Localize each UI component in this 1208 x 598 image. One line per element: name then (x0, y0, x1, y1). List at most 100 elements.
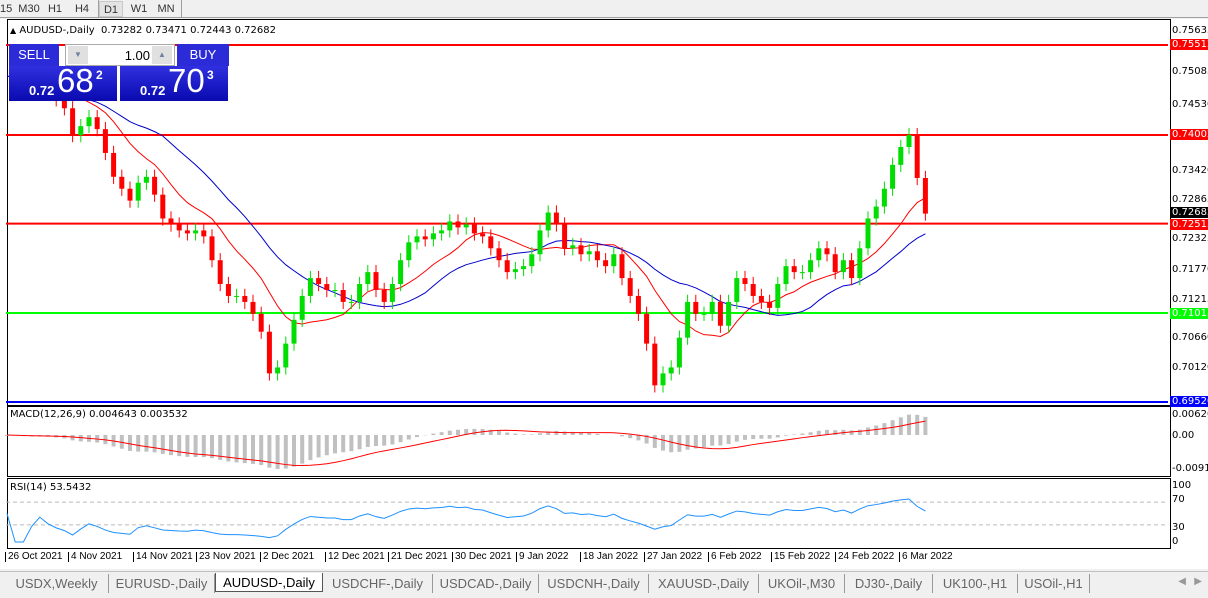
price-tick: 0.75635 (1172, 25, 1208, 36)
decrease-lot-icon[interactable]: ▼ (68, 46, 88, 64)
macd-histogram-bar (751, 435, 756, 440)
candle-body (808, 260, 814, 273)
macd-histogram-bar (693, 435, 698, 449)
tab-xauusd[interactable]: XAUUSD-,Daily (649, 574, 759, 593)
macd-pane[interactable] (7, 406, 1171, 477)
increase-lot-icon[interactable]: ▲ (152, 46, 172, 64)
chart-title: ▲ AUDUSD-,Daily 0.73282 0.73471 0.72443 … (10, 25, 276, 36)
timeframe-h4[interactable]: H4 (74, 3, 90, 15)
chart-window[interactable] (0, 19, 1208, 549)
candle-body (775, 284, 781, 308)
rsi-line (6, 498, 926, 543)
buy-button[interactable]: BUY (177, 44, 229, 66)
macd-histogram-bar (308, 435, 313, 461)
symbol-period: AUDUSD-,Daily (19, 25, 95, 36)
tab-ukoil[interactable]: UKOil-,M30 (759, 574, 845, 593)
level-tag: 0.75512 (1170, 39, 1208, 50)
date-tick: 2 Dec 2021 (260, 552, 314, 562)
macd-histogram-bar (800, 433, 805, 435)
macd-histogram-bar (78, 435, 83, 442)
macd-histogram-bar (718, 435, 723, 446)
candle-body (324, 284, 330, 290)
timeframe-h1[interactable]: H1 (47, 3, 63, 15)
sell-price[interactable]: 0.72 68 2 (9, 62, 117, 101)
date-tick: 27 Jan 2022 (644, 552, 702, 562)
tab-usdcnh[interactable]: USDCNH-,Daily (539, 574, 649, 593)
macd-tick: 0.00 (1172, 430, 1195, 441)
candle-body (660, 373, 666, 386)
tab-dj30[interactable]: DJ30-,Daily (845, 574, 933, 593)
macd-histogram-bar (759, 435, 764, 439)
date-tick: 15 Feb 2022 (771, 552, 830, 562)
candle-body (701, 313, 707, 315)
scroll-left-icon[interactable]: ◀ (1178, 576, 1186, 587)
collapse-arrow-icon[interactable]: ▲ (10, 26, 17, 35)
timeframe-m15[interactable]: 15 (0, 3, 13, 15)
macd-histogram-bar (406, 435, 411, 440)
candle-body (922, 177, 928, 214)
scroll-right-icon[interactable]: ▶ (1194, 576, 1202, 587)
timeframe-w1[interactable]: W1 (130, 3, 148, 15)
candle-body (471, 224, 477, 234)
divider (98, 0, 99, 18)
buy-price[interactable]: 0.72 70 3 (120, 62, 228, 101)
macd-histogram-bar (816, 430, 821, 435)
tab-usdx[interactable]: USDX,Weekly (5, 574, 109, 593)
candle-body (562, 224, 568, 249)
current-price-tag: 0.72682 (1170, 207, 1208, 218)
candle-body (734, 278, 740, 302)
candle-body (586, 251, 592, 255)
date-tick: 9 Jan 2022 (516, 552, 569, 562)
macd-histogram-bar (365, 435, 370, 448)
macd-histogram-bar (857, 429, 862, 435)
date-tick: 30 Dec 2021 (452, 552, 512, 562)
candle-body (906, 135, 912, 148)
macd-histogram-bar (784, 435, 788, 436)
timeframe-m30[interactable]: M30 (18, 3, 40, 15)
tab-scroll-arrows[interactable]: ◀ ▶ (1178, 576, 1202, 587)
macd-histogram-bar (177, 435, 182, 457)
tab-usdcad[interactable]: USDCAD-,Daily (433, 574, 539, 593)
timeframe-toolbar: 15 M30 H1 H4 D1 W1 MN (0, 0, 1208, 18)
candle-body (61, 99, 67, 109)
candle-body (381, 289, 387, 302)
tab-audusd[interactable]: AUDUSD-,Daily (215, 573, 323, 592)
candle-body (717, 301, 723, 326)
candle-body (348, 301, 354, 303)
candle-body (594, 251, 600, 261)
macd-histogram-bar (456, 429, 460, 435)
candle-body (143, 176, 149, 183)
candle-body (365, 272, 371, 285)
macd-histogram-bar (595, 433, 600, 435)
tab-eurusd[interactable]: EURUSD-,Daily (109, 574, 215, 593)
tab-uk100[interactable]: UK100-,H1 (933, 574, 1018, 593)
macd-histogram-bar (218, 435, 223, 460)
timeframe-mn[interactable]: MN (157, 3, 175, 15)
macd-histogram-bar (210, 435, 214, 459)
macd-histogram-bar (529, 434, 534, 435)
timeframe-d1[interactable]: D1 (99, 1, 123, 17)
macd-tick: -0.00919 (1172, 463, 1208, 474)
candle-body (504, 260, 510, 273)
macd-histogram-bar (259, 435, 264, 466)
lot-size-input[interactable]: ▼ 1.00 ▲ (65, 44, 175, 66)
candle-body (480, 233, 486, 237)
macd-histogram-bar (267, 435, 272, 468)
candle-body (127, 188, 133, 201)
candle-body (488, 236, 494, 249)
candle-body (86, 117, 92, 127)
candle-body (439, 230, 445, 234)
macd-histogram-bar (562, 431, 567, 435)
sell-button[interactable]: SELL (9, 44, 59, 66)
candle-body (849, 260, 855, 279)
tab-usoil[interactable]: USOil-,H1 (1018, 574, 1090, 593)
macd-histogram-bar (513, 433, 518, 435)
macd-histogram-bar (283, 435, 288, 469)
candle-body (94, 117, 100, 130)
macd-histogram-bar (415, 435, 419, 438)
lot-size-value[interactable]: 1.00 (124, 48, 150, 63)
tab-usdchf[interactable]: USDCHF-,Daily (323, 574, 433, 593)
candle-body (340, 289, 346, 302)
